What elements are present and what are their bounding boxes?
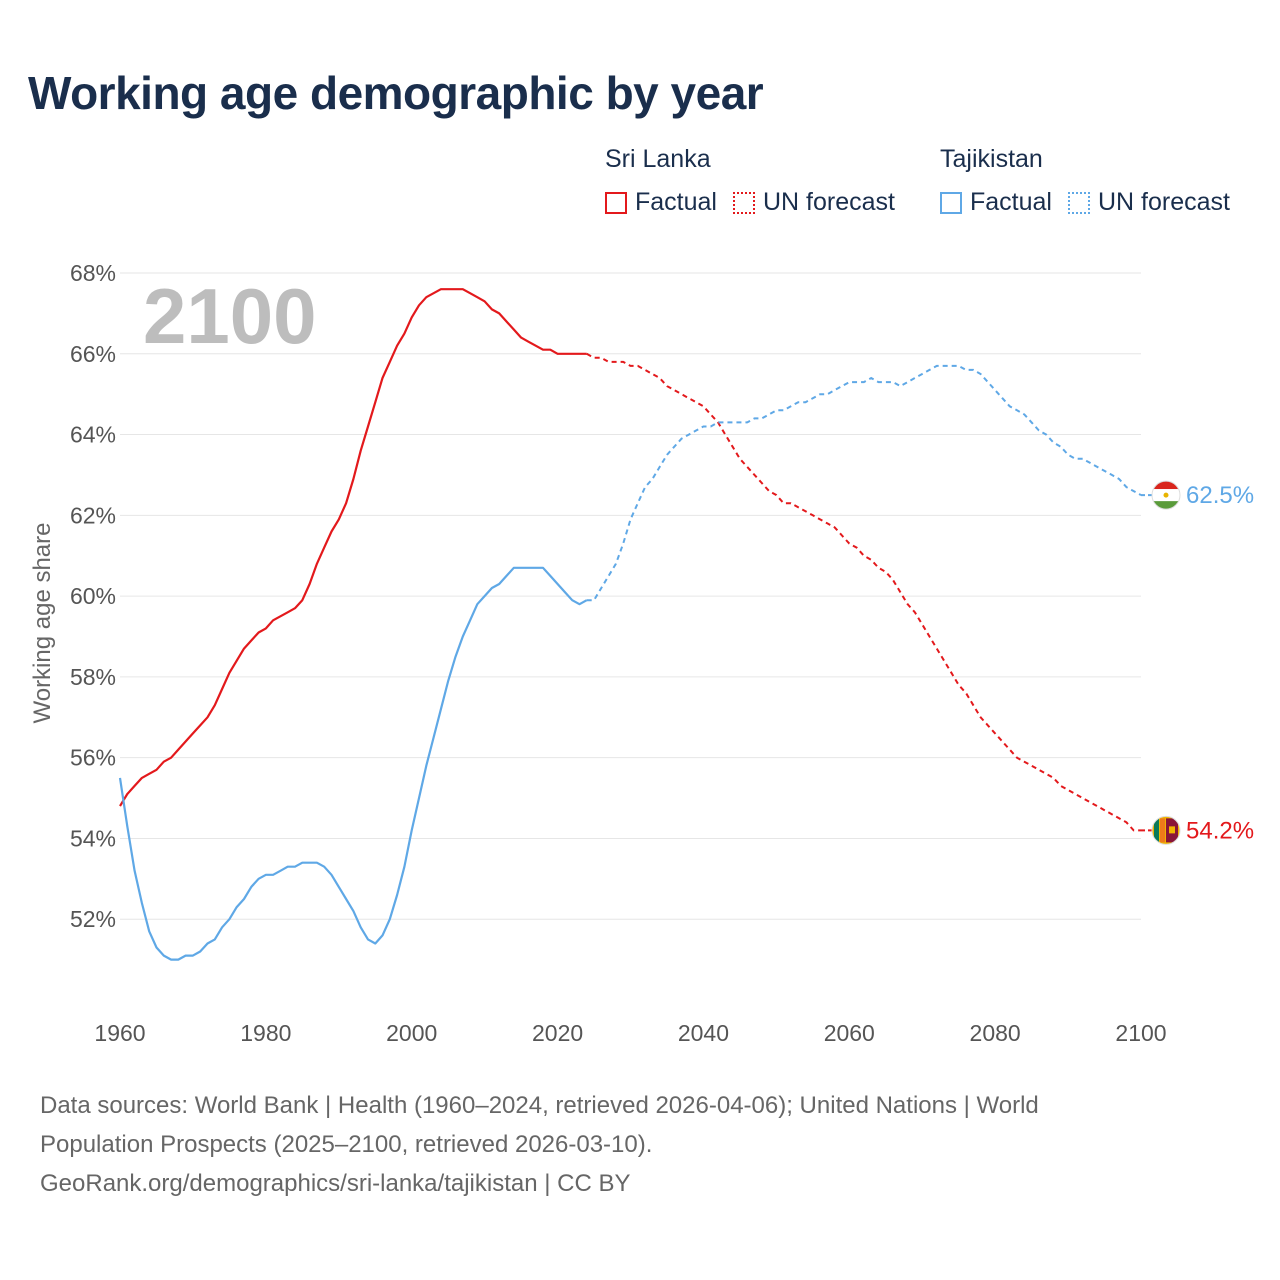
legend-label: Factual — [635, 188, 717, 216]
x-axis-ticks: 1960 1980 2000 2020 2040 2060 2080 2100 — [94, 1020, 1166, 1046]
legend-swatch-solid — [605, 191, 627, 214]
y-tick-label: 58% — [70, 664, 116, 690]
end-value-label-sri-lanka: 54.2% — [1186, 817, 1254, 844]
flag-body — [1152, 481, 1180, 510]
source-line: Population Prospects (2025–2100, retriev… — [40, 1131, 653, 1158]
x-tick-label: 2060 — [824, 1020, 875, 1046]
y-tick-label: 52% — [70, 906, 116, 932]
series-lines — [118, 288, 1142, 961]
legend-item-forecast[interactable]: UN forecast — [1067, 188, 1230, 217]
legend-item-factual[interactable]: Factual — [605, 188, 717, 217]
legend-group-tajikistan: Tajikistan Factual UN forecast — [940, 145, 1246, 217]
legend-group-name: Tajikistan — [940, 145, 1043, 173]
x-tick-label: 2080 — [970, 1020, 1021, 1046]
flag-stripe — [1152, 481, 1180, 490]
x-tick-label: 1960 — [94, 1020, 145, 1046]
series-line-forecast-sri-lanka — [586, 352, 1141, 832]
x-tick-label: 2000 — [386, 1020, 437, 1046]
legend-label: Factual — [970, 188, 1052, 216]
legend-item-factual[interactable]: Factual — [940, 188, 1052, 217]
legend-swatch-solid — [940, 191, 962, 214]
flag-stripe — [1160, 818, 1165, 843]
y-axis-ticks: 52% 54% 56% 58% 60% 62% 64% 66% 68% — [70, 260, 116, 932]
y-tick-label: 66% — [70, 341, 116, 367]
line-chart: 52% 54% 56% 58% 60% 62% 64% 66% 68% 1960 1980 2000… — [29, 260, 1254, 1046]
series-line-factual-tajikistan — [118, 566, 588, 961]
series-line-factual-sri-lanka — [119, 288, 587, 807]
legend-swatch-dotted — [1067, 191, 1090, 214]
legend-swatch-dotted — [732, 191, 755, 214]
flag-icon-tajikistan — [1151, 480, 1181, 510]
flag-ring — [1151, 815, 1181, 845]
y-tick-label: 62% — [70, 502, 116, 528]
end-value-label-tajikistan: 62.5% — [1186, 482, 1254, 509]
chart-title: Working age demographic by year — [28, 67, 764, 119]
flag-crown — [1163, 492, 1169, 498]
legend-label: UN forecast — [1097, 188, 1230, 216]
y-tick-label: 54% — [70, 825, 116, 851]
y-tick-label: 56% — [70, 745, 116, 771]
data-source-note: Data sources: World Bank | Health (1960–… — [40, 1086, 1160, 1203]
x-tick-label: 2100 — [1115, 1020, 1166, 1046]
flag-lion — [1169, 826, 1175, 834]
flag-icon-sri-lanka — [1151, 815, 1181, 845]
end-markers: 54.2% 62.5% — [1141, 480, 1254, 845]
y-tick-label: 68% — [70, 260, 116, 286]
legend-group-name: Sri Lanka — [605, 145, 711, 173]
x-tick-label: 1980 — [240, 1020, 291, 1046]
y-axis-label: Working age share — [29, 523, 56, 724]
source-line: Data sources: World Bank | Health (1960–… — [40, 1092, 1039, 1119]
flag-stripe — [1152, 501, 1180, 510]
y-tick-label: 60% — [70, 583, 116, 609]
legend-item-forecast[interactable]: UN forecast — [732, 188, 895, 217]
y-tick-label: 64% — [70, 422, 116, 448]
gridlines — [120, 272, 1141, 920]
x-tick-label: 2020 — [532, 1020, 583, 1046]
attribution-link[interactable]: GeoRank.org/demographics/sri-lanka/tajik… — [40, 1170, 631, 1197]
series-line-forecast-tajikistan — [586, 364, 1142, 602]
legend-group-sri-lanka: Sri Lanka Factual UN forecast — [605, 145, 911, 217]
flag-stripe — [1154, 818, 1159, 843]
x-tick-label: 2040 — [678, 1020, 729, 1046]
flag-ring — [1151, 480, 1181, 510]
legend-label: UN forecast — [762, 188, 895, 216]
flag-body — [1152, 816, 1180, 845]
year-indicator: 2100 — [143, 272, 317, 360]
